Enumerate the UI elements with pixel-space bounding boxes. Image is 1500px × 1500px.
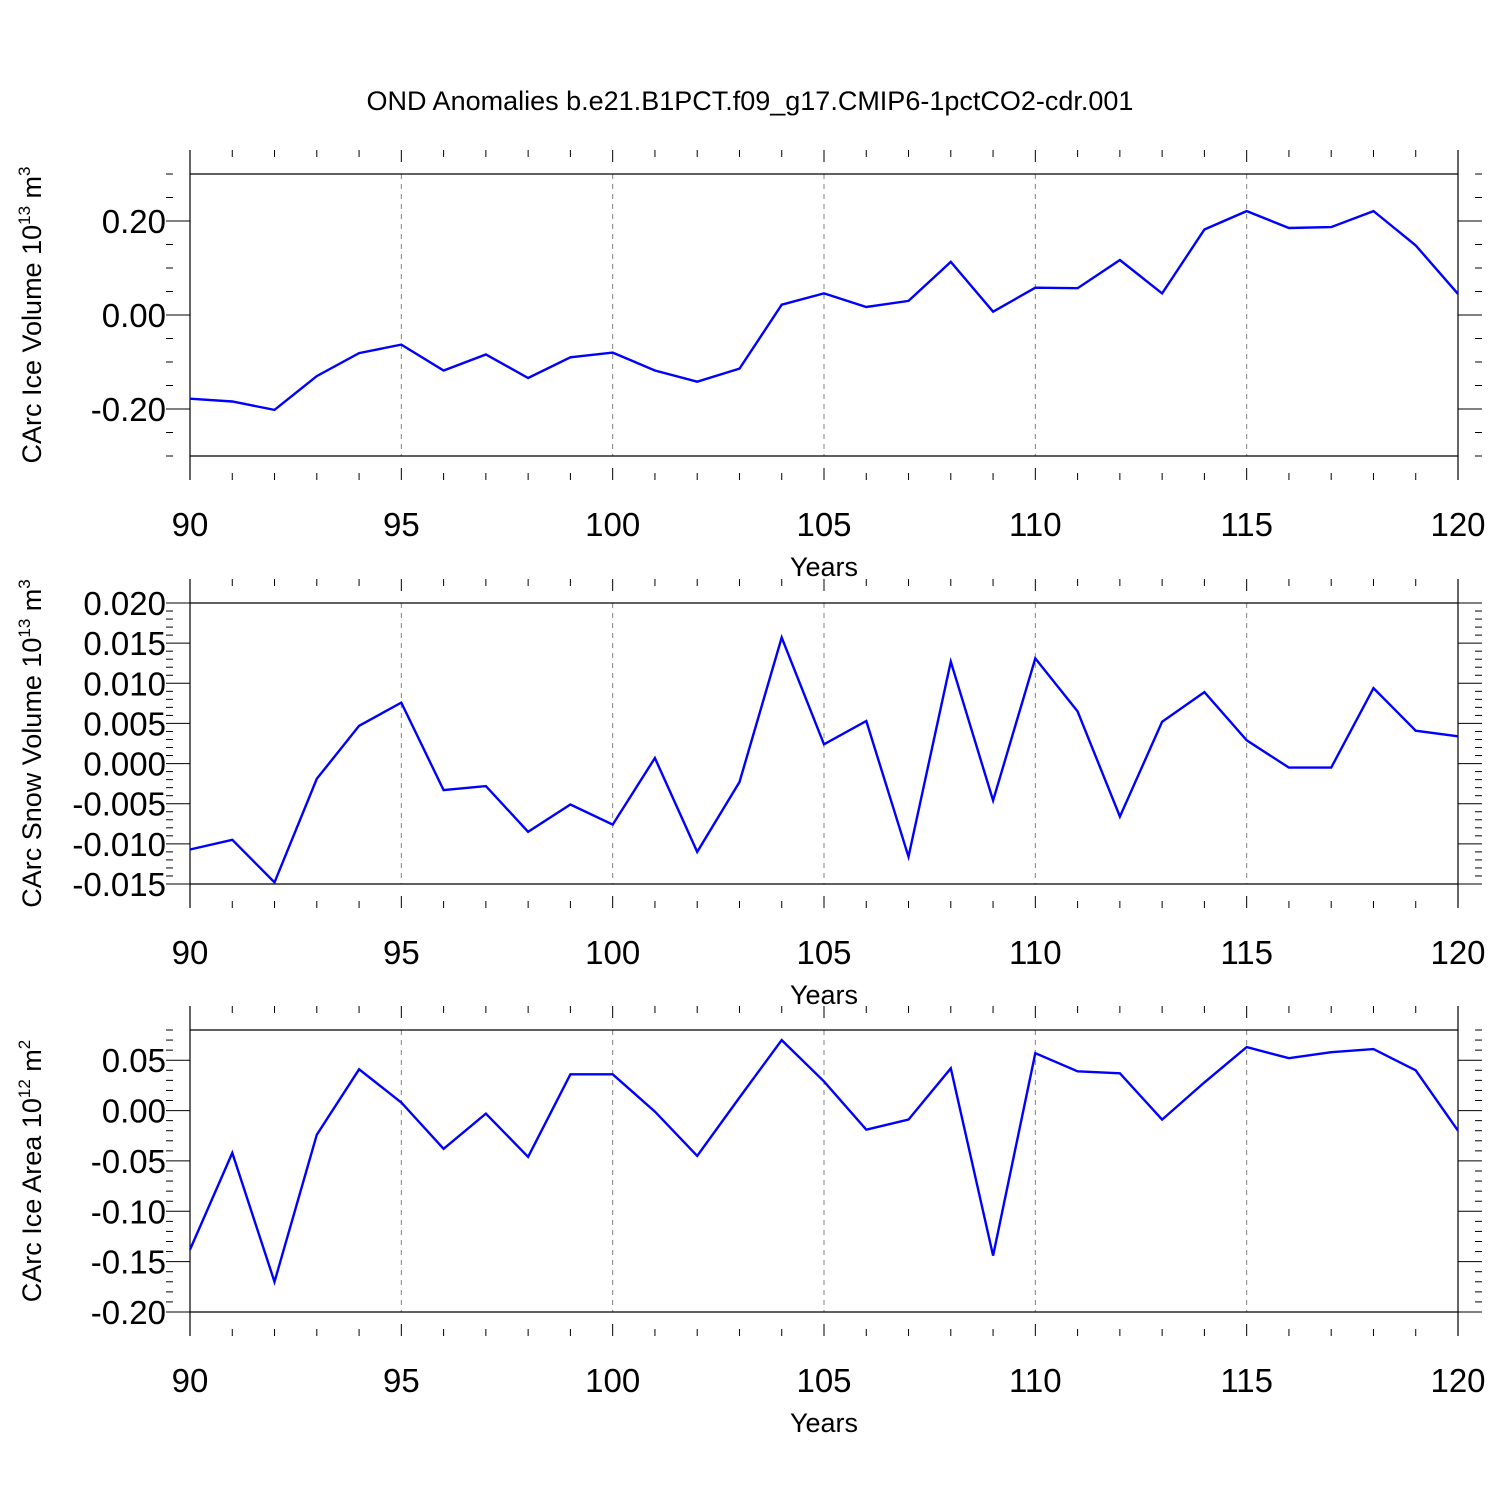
x-tick-label: 120 (1430, 934, 1485, 971)
y-axis-title: CArc Ice Volume 1013 m3 (15, 166, 47, 463)
y-tick-label: 0.00 (102, 1093, 166, 1130)
y-tick-label: 0.015 (83, 625, 166, 662)
y-axis-title-superscript: 13 (15, 619, 34, 638)
y-axis-title-text: CArc Ice Area 10 (17, 1098, 47, 1302)
x-tick-label: 115 (1220, 934, 1273, 971)
y-tick-label: 0.005 (83, 705, 166, 742)
y-axis-title-superscript: 2 (15, 1040, 34, 1049)
x-tick-label: 110 (1009, 1362, 1062, 1399)
y-tick-label: 0.00 (102, 297, 166, 334)
y-tick-label: -0.015 (72, 866, 166, 903)
y-axis-title-text: m (17, 1049, 47, 1079)
x-tick-label: 110 (1009, 506, 1062, 543)
y-axis-title-text: CArc Snow Volume 10 (17, 638, 47, 908)
y-axis-title-superscript: 13 (15, 206, 34, 225)
x-tick-label: 95 (383, 1362, 420, 1399)
x-tick-label: 115 (1220, 1362, 1273, 1399)
x-tick-label: 105 (796, 1362, 851, 1399)
x-tick-label: 95 (383, 506, 420, 543)
x-tick-label: 105 (796, 506, 851, 543)
y-axis-title-superscript: 12 (15, 1079, 34, 1098)
panel-3: -0.20 -0.15 -0.10 -0.05 0.00 0.05 90 95 100 105 11… (15, 1006, 1486, 1438)
y-axis-title-superscript: 3 (15, 166, 34, 175)
x-tick-label: 100 (585, 1362, 640, 1399)
x-tick-label: 105 (796, 934, 851, 971)
y-tick-label: 0.000 (83, 746, 166, 783)
y-axis-title: CArc Snow Volume 1013 m3 (15, 579, 47, 908)
x-tick-label: 90 (172, 1362, 209, 1399)
x-tick-label: 90 (172, 934, 209, 971)
series-line (188, 1038, 1459, 1286)
y-tick-label: -0.05 (91, 1143, 166, 1180)
y-tick-label: 0.010 (83, 665, 166, 702)
y-tick-label: 0.20 (102, 203, 166, 240)
x-tick-label: 100 (585, 506, 640, 543)
y-tick-label: 0.05 (102, 1042, 166, 1079)
y-tick-label: -0.15 (91, 1244, 166, 1281)
series-line (189, 209, 1459, 412)
y-axis-title-text: m (17, 176, 47, 206)
y-tick-label: 0.020 (83, 585, 166, 622)
x-axis-title: Years (790, 980, 858, 1010)
x-tick-label: 95 (383, 934, 420, 971)
y-axis-title: CArc Ice Area 1012 m2 (15, 1040, 47, 1303)
panel-1: -0.20 0.00 0.20 90 95 100 105 110 115 120 Years CAr… (15, 150, 1486, 582)
y-axis-title-text: CArc Ice Volume 10 (17, 225, 47, 464)
x-tick-label: 120 (1430, 1362, 1485, 1399)
x-tick-label: 90 (172, 506, 209, 543)
figure-title: OND Anomalies b.e21.B1PCT.f09_g17.CMIP6-… (366, 86, 1134, 116)
x-tick-label: 115 (1220, 506, 1273, 543)
y-axis-title-superscript: 3 (15, 579, 34, 588)
x-axis-title: Years (790, 552, 858, 582)
y-tick-label: -0.20 (91, 391, 166, 428)
y-axis-title-text: m (17, 589, 47, 619)
x-tick-label: 100 (585, 934, 640, 971)
x-tick-label: 110 (1009, 934, 1062, 971)
y-tick-label: -0.005 (72, 786, 166, 823)
y-tick-label: -0.010 (72, 826, 166, 863)
x-tick-label: 120 (1430, 506, 1485, 543)
series-line (189, 633, 1459, 885)
y-tick-label: -0.20 (91, 1294, 166, 1331)
x-axis-title: Years (790, 1408, 858, 1438)
y-tick-label: -0.10 (91, 1193, 166, 1230)
